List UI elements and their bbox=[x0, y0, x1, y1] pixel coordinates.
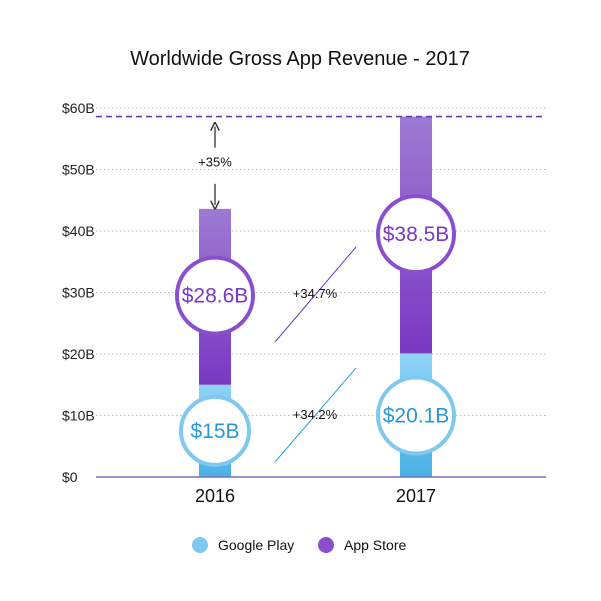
chart-title: Worldwide Gross App Revenue - 2017 bbox=[130, 48, 470, 70]
y-tick-label: $60B bbox=[62, 100, 95, 116]
legend-swatch-app-store bbox=[318, 537, 334, 553]
google-play-growth-line bbox=[274, 367, 357, 463]
y-axis-ticks: $0 $10B $20B $30B $40B $50B $60B bbox=[62, 100, 95, 485]
app-store-value-bubble bbox=[175, 255, 255, 336]
legend-label-app-store: App Store bbox=[344, 537, 406, 553]
grid-lines bbox=[96, 107, 546, 416]
legend-swatch-google-play bbox=[192, 537, 208, 553]
app-store-value-bubble bbox=[376, 194, 456, 275]
y-tick-label: $50B bbox=[62, 162, 95, 178]
legend: Google Play App Store bbox=[192, 537, 406, 553]
google-play-value-bubble bbox=[376, 375, 456, 456]
y-tick-label: $20B bbox=[62, 346, 95, 362]
growth-annotations: +35% +34.7% +34.2% bbox=[96, 115, 546, 463]
value-labels: $15B $28.6B $20.1B $38.5B bbox=[175, 194, 456, 467]
legend-label-google-play: Google Play bbox=[218, 537, 294, 553]
y-tick-label: $40B bbox=[62, 223, 95, 239]
app-store-value-label: $28.6B bbox=[182, 285, 249, 308]
app-store-growth-line bbox=[274, 246, 357, 343]
google-play-growth-label: +34.2% bbox=[293, 407, 338, 422]
google-play-value-bubble bbox=[179, 394, 251, 467]
app-store-growth-label: +34.7% bbox=[293, 286, 338, 301]
x-category-label: 2017 bbox=[396, 486, 436, 506]
y-tick-label: $30B bbox=[62, 285, 95, 301]
app-store-value-label: $38.5B bbox=[383, 223, 450, 246]
google-play-value-label: $15B bbox=[190, 420, 239, 443]
total-growth-label: +35% bbox=[198, 155, 232, 170]
x-axis-categories: 2016 2017 bbox=[195, 486, 436, 506]
y-tick-label: $0 bbox=[62, 469, 78, 485]
x-category-label: 2016 bbox=[195, 486, 235, 506]
y-tick-label: $10B bbox=[62, 408, 95, 424]
google-play-value-label: $20.1B bbox=[383, 405, 450, 428]
